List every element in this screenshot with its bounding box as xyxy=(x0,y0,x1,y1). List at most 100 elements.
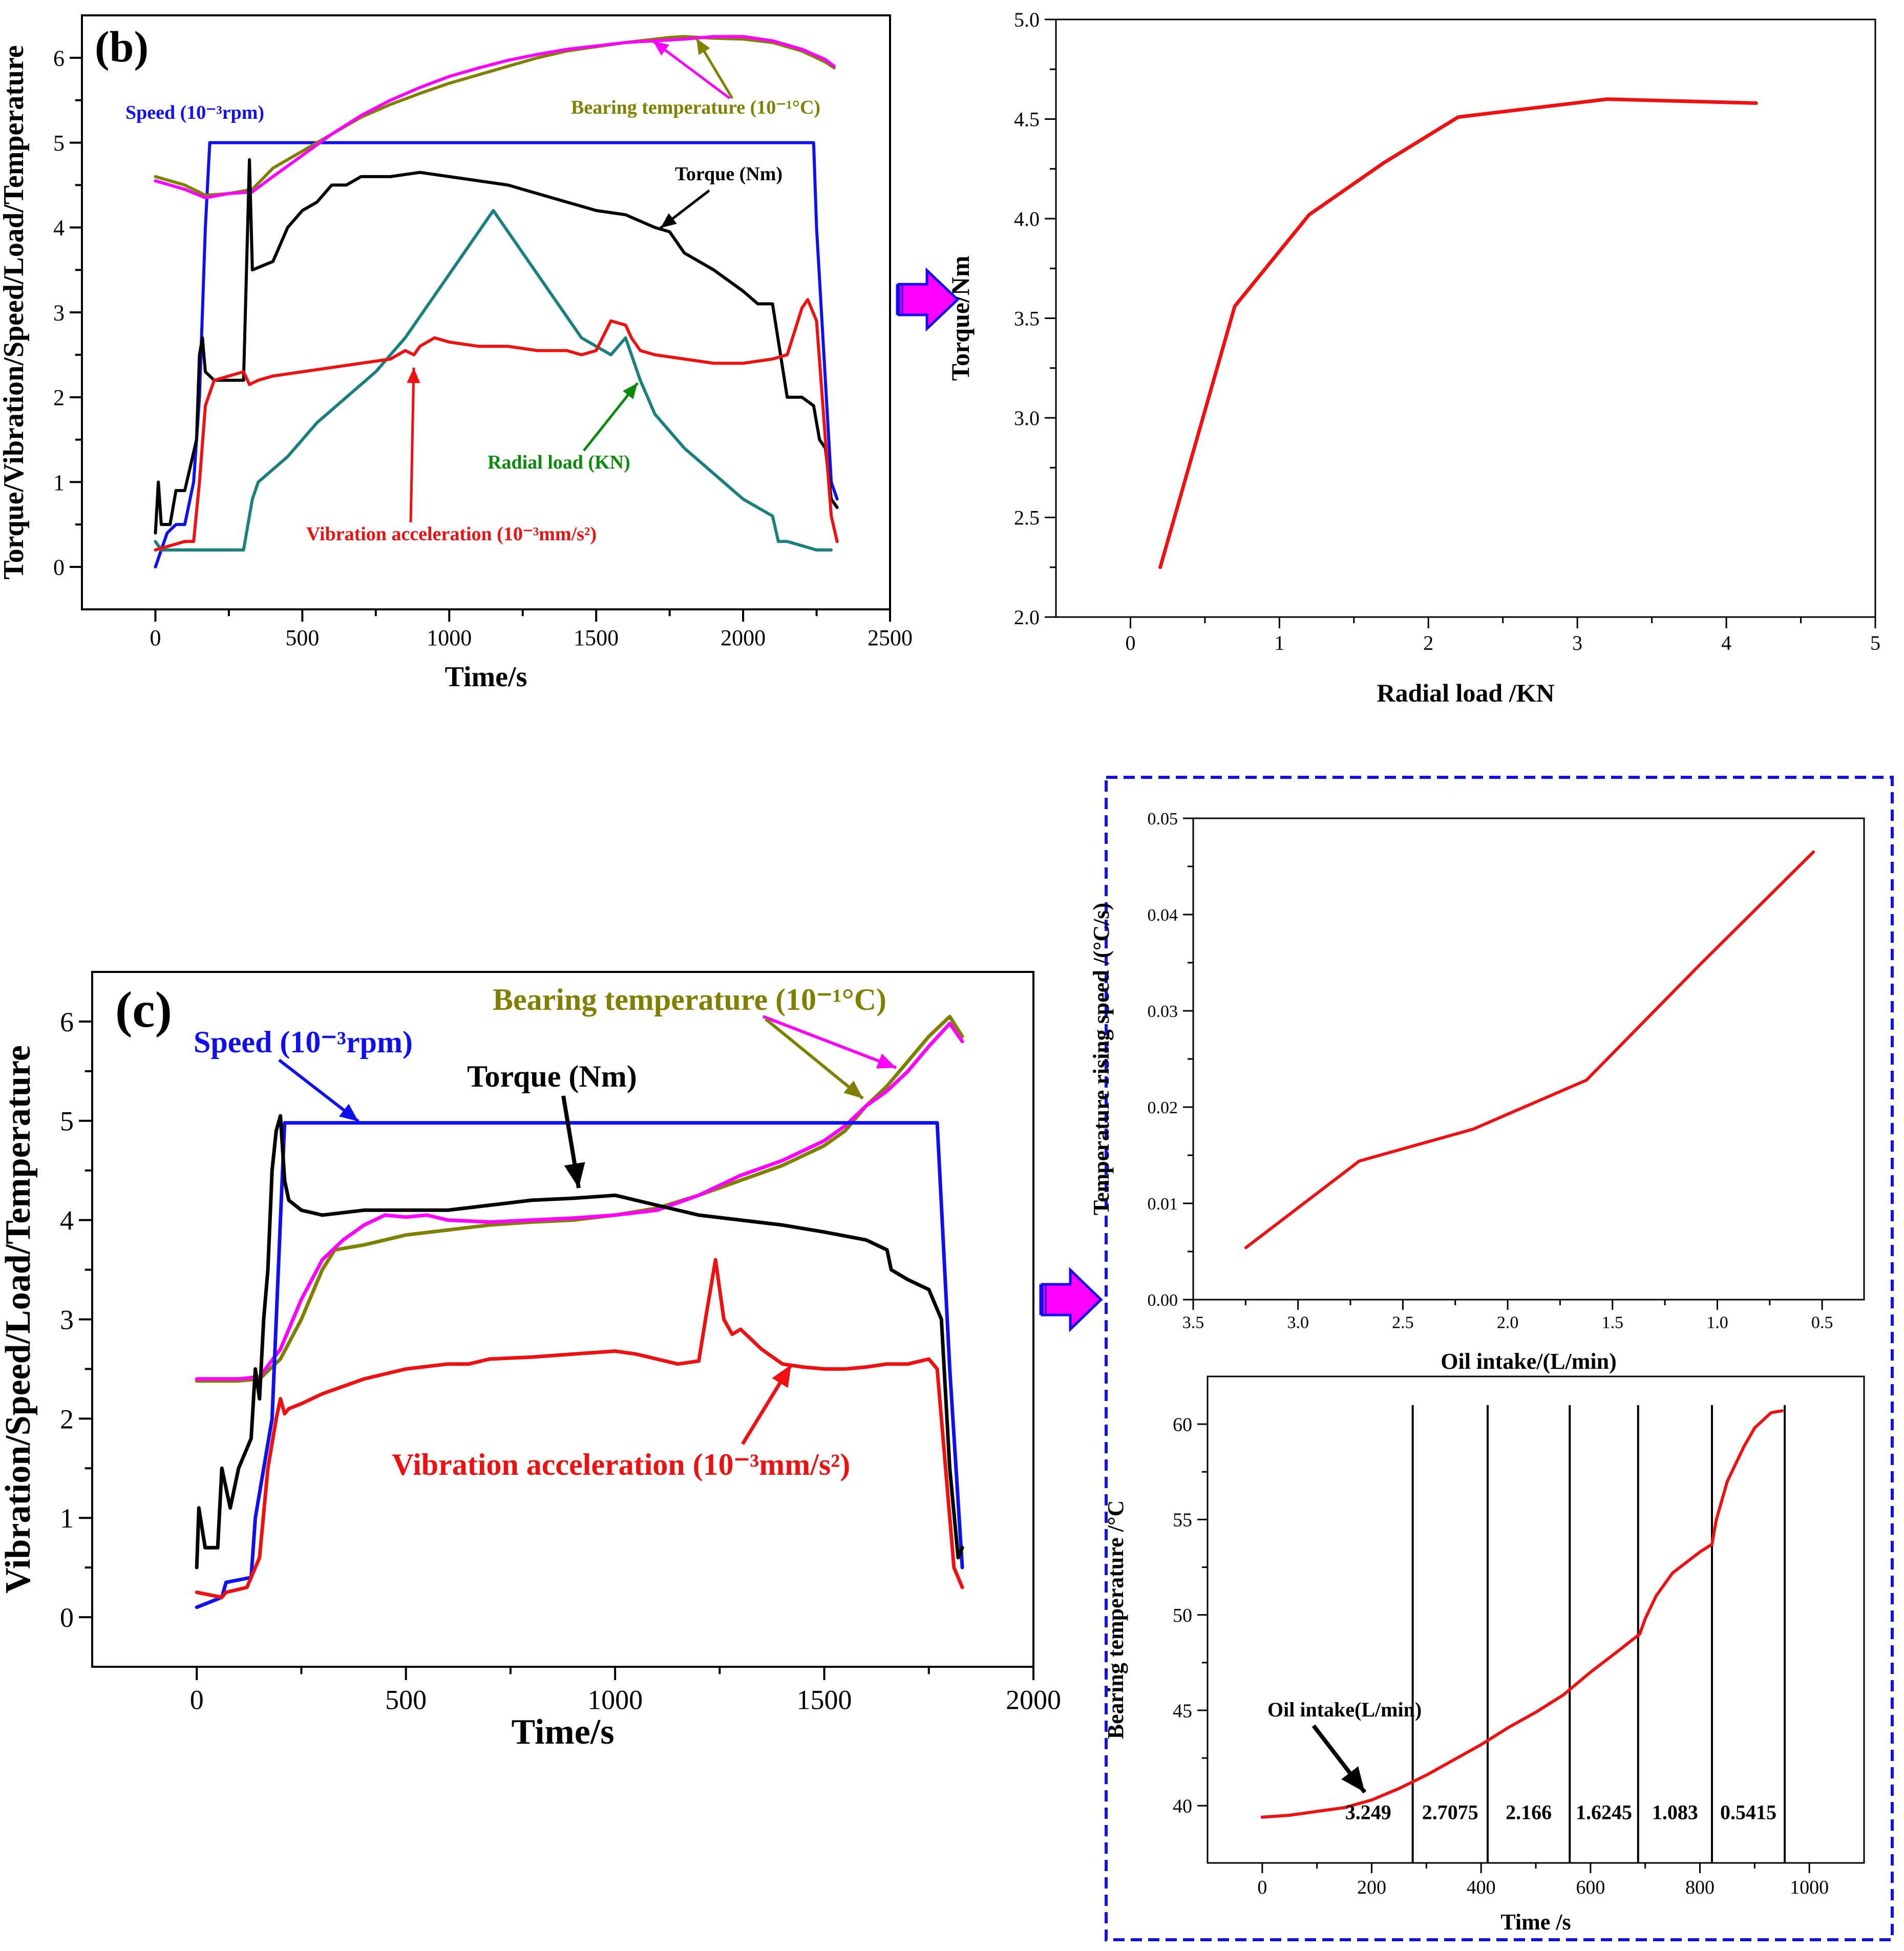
y-tick-label: 6 xyxy=(53,46,65,71)
x-axis-title: Oil intake/(L/min) xyxy=(1441,1349,1616,1374)
x-tick-label: 2500 xyxy=(868,625,913,650)
y-tick-label: 4 xyxy=(53,216,65,241)
y-tick-label: 4 xyxy=(60,1205,74,1236)
y-tick-label: 1 xyxy=(60,1503,74,1534)
bearing-temperature-arrow xyxy=(765,1017,864,1100)
y-tick-label: 0.02 xyxy=(1148,1098,1178,1117)
x-tick-label: 200 xyxy=(1357,1877,1386,1898)
chart-temperature-rising-speed: 3.5 3.0 2.5 2.0 1.5 1.0 0.5 0.00 0.01 0.02 0.03 0.0… xyxy=(1089,810,1865,1374)
series-line xyxy=(154,209,833,552)
x-tick-label: 800 xyxy=(1685,1877,1715,1898)
torque-label: Torque (Nm) xyxy=(467,1059,637,1093)
arrow-head-icon xyxy=(1341,1766,1365,1792)
x-tick-label: 600 xyxy=(1576,1877,1605,1898)
x-tick-label: 0 xyxy=(1257,1877,1267,1898)
y-axis-title: Torque/Vibration/Speed/Load/Temperature xyxy=(0,45,30,579)
arrow-head-icon xyxy=(339,1104,358,1121)
y-tick-label: 3 xyxy=(60,1304,74,1335)
arrow-head-icon xyxy=(623,383,638,399)
y-tick-label: 5.0 xyxy=(1014,8,1040,31)
y-axis-title: Torque/Nm xyxy=(946,256,975,381)
torque-label: Torque (Nm) xyxy=(675,163,782,185)
x-tick-label: 2.0 xyxy=(1497,1313,1519,1332)
speed-label: Speed (10⁻³rpm) xyxy=(194,1025,413,1059)
x-tick-label: 3 xyxy=(1572,631,1582,654)
y-axis-title: Vibration/Speed/Load/Temperature xyxy=(0,1045,38,1594)
y-tick-label: 4.0 xyxy=(1014,207,1040,230)
x-axis-title: Time/s xyxy=(512,1712,615,1752)
oil-intake-segment-label: 2.7075 xyxy=(1422,1800,1478,1823)
radial-load-label: Radial load (KN) xyxy=(488,452,630,473)
chart-bearing-temperature-oil-intake: 0 200 400 600 800 1000 40 45 50 55 60 Time /s Bearin… xyxy=(1103,1375,1865,1935)
oil-intake-annotation: Oil intake(L/min) xyxy=(1267,1698,1422,1721)
y-tick-label: 50 xyxy=(1173,1605,1192,1626)
oil-intake-segment-label: 3.249 xyxy=(1345,1800,1391,1823)
y-axis-title: Bearing temperature /°C xyxy=(1103,1500,1128,1739)
x-tick-label: 1.0 xyxy=(1706,1313,1728,1332)
bearing-temperature-label: Bearing temperature (10⁻¹°C) xyxy=(493,983,886,1016)
x-tick-label: 500 xyxy=(385,1685,427,1715)
x-axis-title: Time/s xyxy=(445,661,527,693)
x-tick-label: 2000 xyxy=(721,625,766,650)
series-line xyxy=(154,298,839,552)
plot-frame xyxy=(1207,1375,1865,1864)
y-tick-label: 0 xyxy=(60,1602,74,1633)
x-axis-title: Radial load /KN xyxy=(1377,678,1554,707)
chart-b: 0 500 1000 1500 2000 2500 0 1 2 3 4 5 6 Time/s Torque/… xyxy=(0,14,913,693)
y-tick-label: 2 xyxy=(53,385,65,410)
x-tick-label: 5 xyxy=(1870,631,1880,654)
series-line xyxy=(1260,1409,1784,1819)
series-line xyxy=(195,1121,964,1609)
y-tick-label: 0.04 xyxy=(1148,906,1178,925)
series-line xyxy=(195,1114,964,1570)
x-tick-label: 400 xyxy=(1467,1877,1496,1898)
x-tick-label: 1 xyxy=(1274,631,1284,654)
x-axis-title: Time /s xyxy=(1500,1910,1571,1935)
panel-label: (c) xyxy=(115,981,172,1038)
x-tick-label: 500 xyxy=(285,625,319,650)
y-tick-label: 55 xyxy=(1173,1510,1192,1531)
series-line xyxy=(154,158,839,535)
series-line xyxy=(1244,850,1815,1249)
x-tick-label: 1500 xyxy=(797,1685,852,1715)
y-tick-label: 1 xyxy=(53,470,65,495)
x-tick-label: 2000 xyxy=(1006,1685,1061,1715)
arrow-right-icon xyxy=(1039,1267,1103,1332)
bearing-temperature-arrow xyxy=(652,39,731,100)
y-tick-label: 40 xyxy=(1173,1796,1192,1817)
y-tick-label: 2 xyxy=(60,1404,74,1434)
series-line xyxy=(154,141,839,569)
bearing-temperature-arrow xyxy=(762,1015,897,1069)
arrow-head-icon xyxy=(661,213,677,228)
oil-intake-segment-label: 1.6245 xyxy=(1576,1800,1632,1823)
chart-c: 0 500 1000 1500 2000 0 1 2 3 4 5 6 Time/s Vibration/S… xyxy=(0,971,1061,1752)
y-tick-label: 0.05 xyxy=(1148,810,1178,829)
y-tick-label: 2.0 xyxy=(1014,606,1040,629)
x-tick-label: 2.5 xyxy=(1392,1313,1414,1332)
arrow-head-icon xyxy=(843,1080,863,1098)
arrow-head-icon xyxy=(696,38,710,55)
x-tick-label: 1000 xyxy=(427,625,472,650)
x-tick-label: 3.0 xyxy=(1287,1313,1309,1332)
y-tick-label: 0.00 xyxy=(1148,1291,1178,1310)
x-tick-label: 0 xyxy=(150,625,161,650)
x-tick-label: 0 xyxy=(1125,631,1135,654)
speed-label: Speed (10⁻³rpm) xyxy=(125,102,264,123)
vibration-arrow xyxy=(409,367,415,523)
y-tick-label: 60 xyxy=(1173,1414,1192,1435)
arrow-head-icon xyxy=(653,41,669,56)
y-tick-label: 45 xyxy=(1173,1700,1192,1722)
x-tick-label: 1.5 xyxy=(1602,1313,1624,1332)
plot-frame xyxy=(1055,18,1876,618)
arrow-head-icon xyxy=(772,1365,791,1388)
dashed-highlight-box xyxy=(1105,776,1894,1941)
vibration-acceleration-label: Vibration acceleration (10⁻³mm/s²) xyxy=(392,1448,850,1481)
y-tick-label: 5 xyxy=(53,131,65,156)
y-tick-label: 6 xyxy=(60,1007,74,1037)
vibration-acceleration-label: Vibration acceleration (10⁻³mm/s²) xyxy=(306,523,597,545)
x-tick-label: 1500 xyxy=(574,625,619,650)
y-tick-label: 4.5 xyxy=(1014,108,1040,131)
chart-torque-vs-radial-load: 0 1 2 3 4 5 2.0 2.5 3.0 3.5 4.0 4.5 5.0 Radial load /… xyxy=(946,8,1880,707)
arrow-head-icon xyxy=(564,1162,585,1188)
